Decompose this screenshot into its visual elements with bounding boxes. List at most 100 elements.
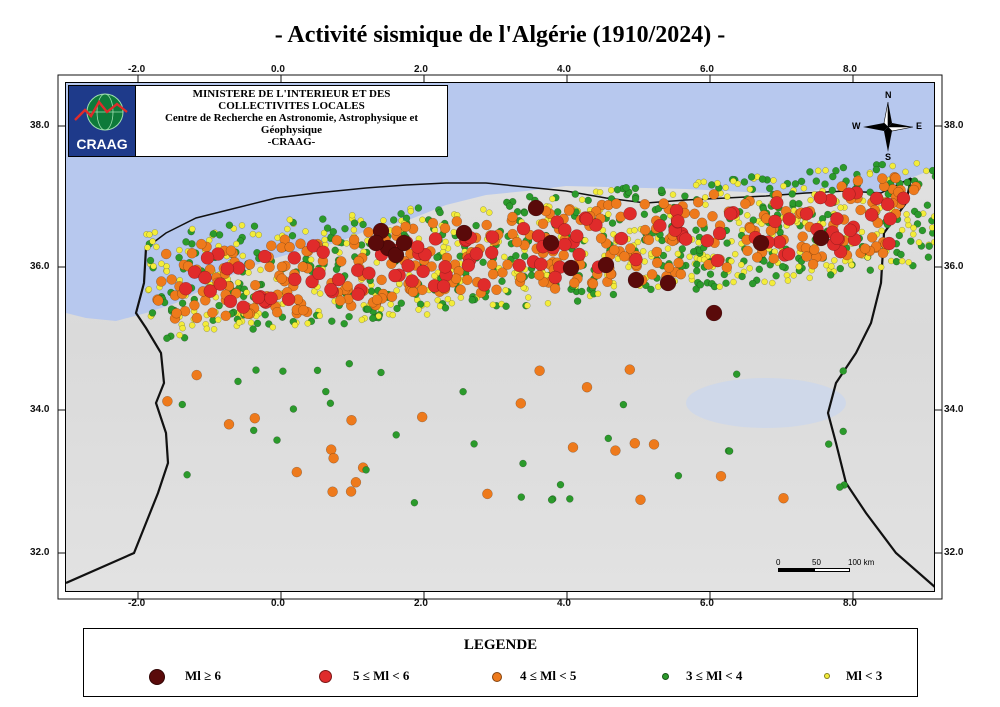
earthquake-marker — [897, 250, 905, 259]
earthquake-marker — [613, 185, 622, 194]
earthquake-marker — [462, 274, 473, 286]
earthquake-marker — [415, 306, 422, 313]
earthquake-marker — [346, 414, 357, 426]
scale-segment-2 — [814, 568, 850, 572]
earthquake-marker — [658, 198, 669, 209]
earthquake-marker — [892, 257, 901, 266]
earthquake-marker — [487, 268, 499, 280]
scale-zero: 0 — [776, 558, 781, 567]
earthquake-marker — [175, 253, 183, 262]
earthquake-marker — [558, 237, 572, 252]
earthquake-marker — [675, 268, 687, 280]
chott-depression — [686, 378, 846, 428]
earthquake-marker — [525, 192, 534, 201]
earthquake-marker — [486, 209, 493, 216]
earthquake-marker — [716, 283, 723, 290]
earthquake-marker — [809, 244, 820, 255]
earthquake-marker — [781, 247, 796, 261]
earthquake-marker — [441, 304, 450, 312]
earthquake-marker — [828, 263, 835, 270]
earthquake-marker — [669, 191, 677, 198]
earthquake-marker — [249, 412, 261, 424]
earthquake-marker — [813, 190, 828, 205]
earthquake-marker — [298, 304, 309, 316]
earthquake-marker — [710, 253, 725, 268]
organization-text: MINISTERE DE L'INTERIEUR ET DES COLLECTI… — [139, 88, 444, 148]
lat-label-left: 34.0 — [30, 404, 50, 415]
earthquake-marker — [778, 492, 789, 504]
earthquake-marker — [553, 208, 562, 216]
earthquake-marker — [903, 211, 910, 218]
earthquake-marker — [276, 261, 288, 273]
earthquake-marker — [770, 196, 784, 210]
earthquake-marker — [324, 282, 338, 297]
earthquake-marker — [457, 294, 465, 301]
earthquake-marker — [179, 324, 186, 332]
earthquake-marker — [516, 221, 531, 236]
earthquake-marker — [821, 180, 829, 188]
earthquake-marker — [605, 211, 612, 218]
earthquake-marker — [806, 274, 813, 282]
earthquake-marker — [367, 234, 385, 252]
earthquake-marker — [780, 182, 787, 190]
earthquake-marker — [608, 219, 617, 227]
earthquake-marker — [244, 259, 256, 270]
earthquake-marker — [520, 252, 529, 260]
lon-label-bottom: 6.0 — [700, 598, 714, 609]
earthquake-marker — [525, 294, 532, 301]
earthquake-marker — [451, 216, 463, 227]
earthquake-marker — [746, 186, 754, 193]
earthquake-marker — [203, 325, 211, 333]
earthquake-marker — [512, 258, 527, 273]
earthquake-marker — [519, 459, 527, 468]
legend-label: 4 ≤ Ml < 5 — [520, 668, 577, 683]
organization-box: CRAAG MINISTERE DE L'INTERIEUR ET DES CO… — [68, 85, 448, 157]
earthquake-marker — [225, 221, 234, 229]
earthquake-marker — [614, 231, 629, 246]
earthquake-marker — [858, 228, 866, 236]
earthquake-marker — [307, 256, 315, 263]
earthquake-marker — [340, 319, 348, 328]
legend-label: Ml ≥ 6 — [185, 668, 222, 683]
earthquake-marker — [176, 331, 183, 339]
seismic-map[interactable] — [65, 82, 935, 592]
earthquake-marker — [279, 367, 287, 375]
earthquake-marker — [581, 381, 593, 393]
earthquake-marker — [189, 300, 200, 311]
earthquake-marker — [178, 299, 187, 307]
earthquake-marker — [653, 218, 667, 233]
earthquake-marker — [288, 272, 302, 287]
earthquake-marker — [905, 259, 912, 266]
earthquake-marker — [179, 305, 191, 317]
earthquake-marker — [692, 226, 700, 234]
earthquake-marker — [257, 266, 264, 274]
earthquake-marker — [895, 231, 904, 240]
earthquake-marker — [822, 167, 829, 174]
earthquake-marker — [380, 217, 387, 224]
earthquake-marker — [782, 212, 796, 226]
earthquake-marker — [507, 211, 518, 223]
earthquake-marker — [571, 190, 580, 198]
earthquake-marker — [696, 217, 708, 229]
earthquake-marker — [826, 271, 835, 279]
earthquake-marker — [663, 262, 675, 273]
earthquake-marker — [664, 245, 672, 252]
earthquake-marker — [572, 247, 586, 262]
earthquake-marker — [245, 269, 252, 276]
earthquake-marker — [706, 270, 715, 278]
earthquake-marker — [918, 226, 927, 235]
earthquake-marker — [461, 258, 476, 273]
earthquake-marker — [700, 233, 715, 248]
earthquake-marker — [243, 289, 250, 296]
earthquake-marker — [812, 229, 830, 247]
earthquake-marker — [604, 434, 613, 443]
earthquake-marker — [595, 233, 607, 244]
earthquake-marker — [836, 483, 844, 491]
earthquake-marker — [392, 431, 400, 439]
earthquake-marker — [732, 370, 741, 378]
earthquake-marker — [332, 265, 341, 274]
earthquake-marker — [908, 184, 920, 196]
earthquake-marker — [416, 411, 428, 423]
earthquake-marker — [387, 301, 394, 308]
earthquake-marker — [171, 307, 182, 319]
